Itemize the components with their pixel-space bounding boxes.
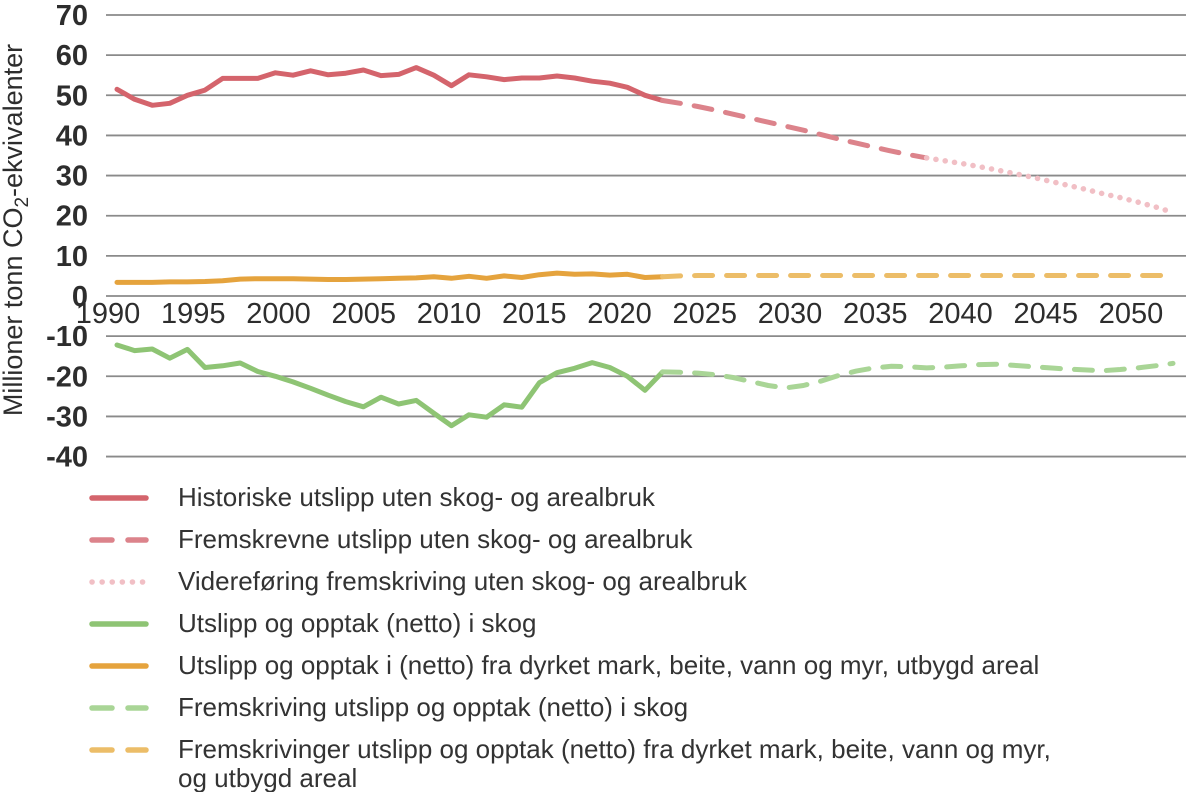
y-tick-label: -30 [46,401,88,433]
y-tick-label: 0 [72,281,88,313]
legend-item-forest-net: Utslipp og opptak (netto) i skog [88,609,1051,638]
x-tick-label: 1995 [161,298,226,330]
chart-legend: Historiske utslipp uten skog- og arealbr… [88,483,1051,792]
y-tick-label: -40 [46,442,88,470]
legend-item-forest-net-projection: Fremskriving utslipp og opptak (netto) i… [88,693,1051,722]
series-line-continued-projection [923,155,1176,216]
series-line-historical-emissions [114,65,666,108]
x-tick-label: 2045 [1013,298,1078,330]
x-tick-label: 2020 [587,298,652,330]
y-tick-label: 30 [56,161,88,193]
x-tick-label: 2025 [672,298,737,330]
legend-label: Utslipp og opptak i (netto) fra dyrket m… [178,650,1040,680]
y-tick-label: 40 [56,120,88,152]
x-tick-label: 2040 [928,298,993,330]
legend-label: Videreføring fremskriving uten skog- og … [178,566,747,596]
x-tick-label: 2010 [417,298,482,330]
y-tick-label: 70 [56,0,88,32]
legend-label: Historiske utslipp uten skog- og arealbr… [178,482,655,512]
y-tick-label: 10 [56,241,88,273]
series-line-land-use-net [114,270,666,285]
x-tick-label: 2005 [331,298,396,330]
legend-item-land-use-net: Utslipp og opptak i (netto) fra dyrket m… [88,651,1051,680]
series-line-forest-net [114,342,666,429]
legend-swatch-dotted-icon [89,579,149,585]
legend-swatch-solid-icon [89,621,149,627]
legend-item-land-use-net-projection: Fremskrivinger utslipp og opptak (netto)… [88,735,1051,792]
legend-label: Fremskrivinger utslipp og opptak (netto)… [178,734,1051,792]
series-line-projected-emissions [660,98,930,161]
legend-item-continued-projection: Videreføring fremskriving uten skog- og … [88,567,1051,596]
legend-item-projected-emissions: Fremskrevne utslipp uten skog- og arealb… [88,525,1051,554]
y-axis-tick-labels: 70 60 50 40 30 20 10 0 -10 -20 -30 -40 [46,0,88,470]
y-tick-label: 20 [56,201,88,233]
series-lines [114,65,1176,429]
legend-label: Fremskriving utslipp og opptak (netto) i… [178,692,689,722]
legend-label: Fremskrevne utslipp uten skog- og arealb… [178,524,693,554]
y-tick-label: -20 [46,361,88,393]
x-tick-label: 2035 [843,298,908,330]
series-line-forest-net-projection [660,360,1176,391]
legend-swatch-dashed-icon [89,747,149,753]
x-axis-tick-labels: 1990 1995 2000 2005 2010 2015 2020 2025 2030 2035… [76,298,1164,330]
x-tick-label: 2050 [1099,298,1164,330]
gridlines [106,14,1186,458]
legend-swatch-solid-icon [89,495,149,501]
legend-swatch-solid-icon [89,663,149,669]
legend-item-historical-emissions: Historiske utslipp uten skog- og arealbr… [88,483,1051,512]
series-line-land-use-net-projection [660,273,1176,280]
x-tick-label: 2030 [758,298,823,330]
y-tick-label: 50 [56,80,88,112]
legend-swatch-dashed-icon [89,537,149,543]
y-tick-label: -10 [46,321,88,353]
legend-label: Utslipp og opptak (netto) i skog [178,608,537,638]
legend-swatch-dashed-icon [89,705,149,711]
y-axis-title: Millioner tonn CO2-ekvivalenter [0,44,33,416]
x-tick-label: 1990 [76,298,141,330]
x-tick-label: 2015 [502,298,567,330]
y-tick-label: 60 [56,40,88,72]
x-tick-label: 2000 [246,298,311,330]
